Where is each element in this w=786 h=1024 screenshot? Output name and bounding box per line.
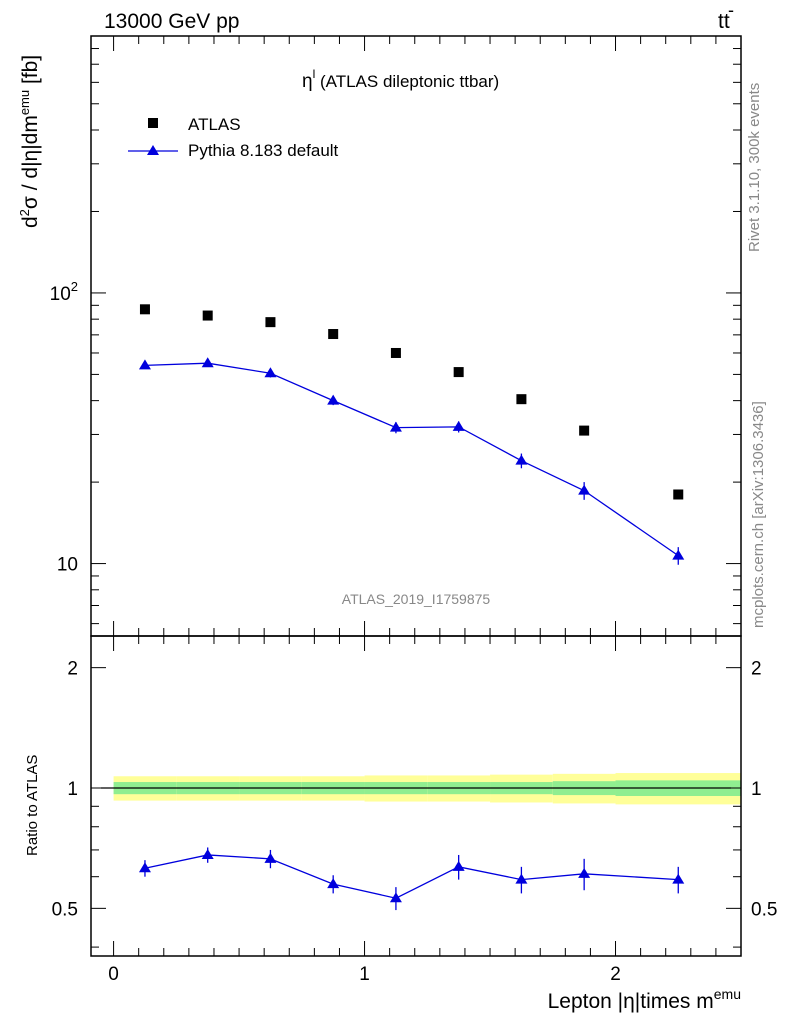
analysis-watermark: ATLAS_2019_I1759875 — [342, 591, 491, 607]
atlas-data-point — [516, 394, 527, 405]
x-tick-label: 1 — [359, 964, 370, 985]
pythia-line — [144, 362, 679, 557]
ratio-data-point — [264, 852, 277, 863]
ratio-y-tick-label: 1 — [67, 779, 78, 800]
atlas-data-point — [265, 317, 276, 328]
x-tick-label: 0 — [108, 964, 119, 985]
mcplots-label: mcplots.cern.ch [arXiv:1306.3436] — [750, 401, 767, 628]
ratio-frame — [90, 635, 742, 957]
pythia-data-point — [389, 421, 402, 432]
ratio-data-point — [578, 867, 591, 878]
atlas-data-point — [579, 425, 590, 436]
atlas-data-point — [139, 304, 150, 315]
pythia-data-point — [327, 394, 340, 405]
pythia-data-point — [452, 420, 465, 431]
ratio-y-tick-label: 2 — [67, 659, 78, 680]
legend-pythia-label: Pythia 8.183 default — [188, 141, 339, 160]
main-title: ηl (ATLAS dileptonic ttbar) — [302, 67, 499, 92]
ratio-axes: 0 1 2 0.5 0.5 1 1 2 2 — [52, 635, 777, 985]
pythia-data-point — [515, 454, 528, 465]
ratio-data-point — [201, 848, 214, 859]
ratio-y-axis-label: Ratio to ATLAS — [24, 755, 41, 856]
legend-atlas-marker — [148, 118, 158, 128]
ratio-y-tick-label-right: 2 — [751, 659, 762, 680]
ratio-data-point — [452, 860, 465, 871]
x-axis-label: Lepton |η|times memu — [548, 986, 741, 1013]
x-tick-label: 2 — [610, 964, 621, 985]
ratio-uncertainty-band — [113, 773, 741, 805]
atlas-data-point — [202, 310, 213, 321]
header-left: 13000 GeV pp — [104, 10, 239, 33]
atlas-data-point — [390, 347, 401, 358]
main-y-axis-label: d2σ / d|η|dmemu [fb] — [17, 55, 42, 228]
atlas-data-point — [328, 329, 339, 340]
legend: ATLAS Pythia 8.183 default — [128, 115, 339, 160]
ratio-line — [144, 854, 679, 899]
pythia-data-point — [578, 484, 591, 495]
pythia-data-point — [672, 549, 685, 560]
ratio-data-point — [672, 873, 685, 884]
legend-pythia-marker — [147, 145, 159, 155]
pythia-data-point — [264, 367, 277, 378]
pythia-data-point — [201, 357, 214, 368]
header-right: tt — [718, 10, 730, 33]
main-data — [138, 304, 685, 565]
main-y-tick-label: 10 — [57, 555, 78, 576]
ratio-y-tick-label-right: 0.5 — [751, 899, 777, 920]
legend-atlas-label: ATLAS — [188, 115, 241, 134]
header-right-bar: - — [728, 0, 734, 20]
ratio-data-point — [327, 878, 340, 889]
atlas-data-point — [453, 367, 464, 378]
pythia-data-point — [138, 359, 151, 370]
ratio-data-point — [389, 892, 402, 903]
ratio-y-tick-label: 0.5 — [52, 899, 78, 920]
ratio-data-point — [515, 873, 528, 884]
ratio-data — [138, 847, 685, 911]
atlas-data-point — [673, 489, 684, 500]
ratio-data-point — [138, 862, 151, 873]
rivet-label: Rivet 3.1.10, 300k events — [746, 83, 763, 252]
main-y-tick-label: 102 — [50, 279, 78, 305]
ratio-y-tick-label-right: 1 — [751, 779, 762, 800]
